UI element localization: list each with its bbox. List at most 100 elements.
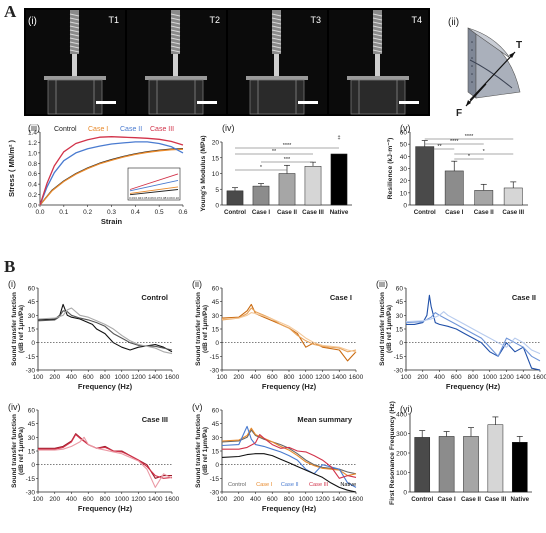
legend-entry: Case I (88, 126, 108, 133)
legend-entry: Control (54, 126, 77, 133)
screw-thread (372, 17, 383, 21)
y-tick-label: 200 (396, 451, 407, 458)
x-axis-label: Frequency (Hz) (262, 382, 317, 391)
y-tick-label: 20 (212, 140, 220, 147)
screw-thread (69, 21, 80, 25)
x-tick-label: 1000 (299, 496, 314, 503)
x-tick-label: 1200 (315, 374, 330, 381)
x-tick-label: 800 (100, 374, 111, 381)
panel-label: (v) (400, 123, 411, 133)
x-tick-label: 1600 (349, 496, 364, 503)
specimen (375, 54, 380, 76)
x-tick-label: 0.3 (107, 209, 116, 216)
series-line (221, 312, 357, 353)
x-tick-label: Case I (437, 496, 456, 503)
screw-thread (170, 49, 181, 53)
photo-frame: T3 (228, 10, 327, 115)
screw-thread (170, 37, 181, 41)
screw-thread (69, 45, 80, 49)
chart-title: Control (141, 293, 168, 302)
x-tick-label: 200 (233, 496, 244, 503)
y-tick-label: -30 (210, 368, 220, 375)
holder-cup (350, 79, 406, 115)
y-axis-label-units: (dB ref 1μm/Pa) (18, 305, 25, 353)
chart-Bii: (ii) Case I -30 -15 0 15 30 45 60 100 200 400 600 800… (192, 279, 364, 391)
screw-thread (271, 33, 282, 37)
y-tick-label: 100 (396, 470, 407, 477)
bar (252, 185, 270, 206)
legend-entry: Case II (281, 482, 299, 488)
y-tick-label: 50 (400, 142, 408, 149)
x-tick-label: 0.5 (155, 209, 164, 216)
screw-thread (69, 17, 80, 21)
bar (438, 436, 455, 493)
significance-label: **** (465, 134, 474, 140)
x-tick-label: 0.6 (178, 209, 187, 216)
screw-thread (271, 13, 282, 17)
bar (415, 146, 435, 206)
x-tick-label: 400 (250, 374, 261, 381)
screw-rod (373, 10, 382, 54)
y-tick-label: -30 (210, 490, 220, 497)
holder-rim (145, 76, 207, 80)
series-line (39, 136, 184, 206)
photo-frame-label: T1 (108, 15, 119, 25)
y-tick-label: 0 (403, 203, 407, 210)
x-tick-label: Case III (485, 496, 507, 503)
bar (278, 173, 296, 206)
inset-tick-label: 0.10 (173, 196, 179, 200)
x-tick-label: Case II (277, 209, 297, 216)
x-tick-label: 1000 (115, 374, 130, 381)
screw-rod (171, 10, 180, 54)
chart-Bv: (v) Mean summary -30 -15 0 15 30 45 60 100 200 400 6… (192, 402, 364, 513)
screw-thread (271, 29, 282, 33)
holder-cup (47, 79, 103, 115)
screw-thread (170, 41, 181, 45)
bar (474, 190, 494, 206)
screw-thread (372, 29, 383, 33)
chart-Bi: (i) Control -30 -15 0 15 30 45 60 100 200 400 600 800… (8, 279, 180, 391)
screw-thread (372, 21, 383, 25)
screw-thread (271, 17, 282, 21)
inset-tick-label: 0.04 (135, 196, 141, 200)
x-tick-label: 600 (83, 374, 94, 381)
y-tick-label: 0.4 (28, 182, 37, 189)
y-tick-label: 15 (212, 327, 220, 334)
screw-thread (170, 29, 181, 33)
y-tick-label: 0 (31, 462, 35, 469)
screw-thread (170, 17, 181, 21)
y-tick-label: 45 (28, 421, 36, 428)
screw-rod (70, 10, 79, 54)
schematic-label: (ii) (448, 17, 459, 28)
x-tick-label: 1400 (148, 496, 163, 503)
x-tick-label: 800 (284, 496, 295, 503)
y-tick-label: -30 (394, 368, 404, 375)
y-tick-label: 30 (396, 313, 404, 320)
bar (487, 424, 504, 493)
x-tick-label: 800 (468, 374, 479, 381)
holder-cup (249, 79, 305, 115)
y-tick-label: 45 (396, 299, 404, 306)
x-tick-label: 1400 (332, 374, 347, 381)
screw-thread (372, 49, 383, 53)
series-line (405, 312, 541, 362)
photo-frame-label: T4 (411, 15, 422, 25)
chart-v: (v) 0 10 20 30 40 50 60 Control Case I Case II Case… (387, 123, 528, 216)
panel-label: (iv) (8, 402, 21, 412)
scale-bar (298, 101, 318, 104)
y-tick-label: -30 (26, 368, 36, 375)
screw-thread (69, 29, 80, 33)
series-line (221, 453, 357, 493)
x-tick-label: 1000 (115, 496, 130, 503)
screw-thread (372, 37, 383, 41)
y-axis-label-units: (dB ref 1μm/Pa) (202, 305, 209, 353)
y-tick-label: 30 (28, 313, 36, 320)
holder-cup (148, 79, 204, 115)
legend-entry: Case I (256, 482, 273, 488)
x-tick-label: 100 (217, 496, 228, 503)
bar (463, 436, 479, 493)
y-tick-label: 15 (212, 155, 220, 162)
y-tick-label: 60 (212, 408, 220, 415)
screw-thread (271, 25, 282, 29)
